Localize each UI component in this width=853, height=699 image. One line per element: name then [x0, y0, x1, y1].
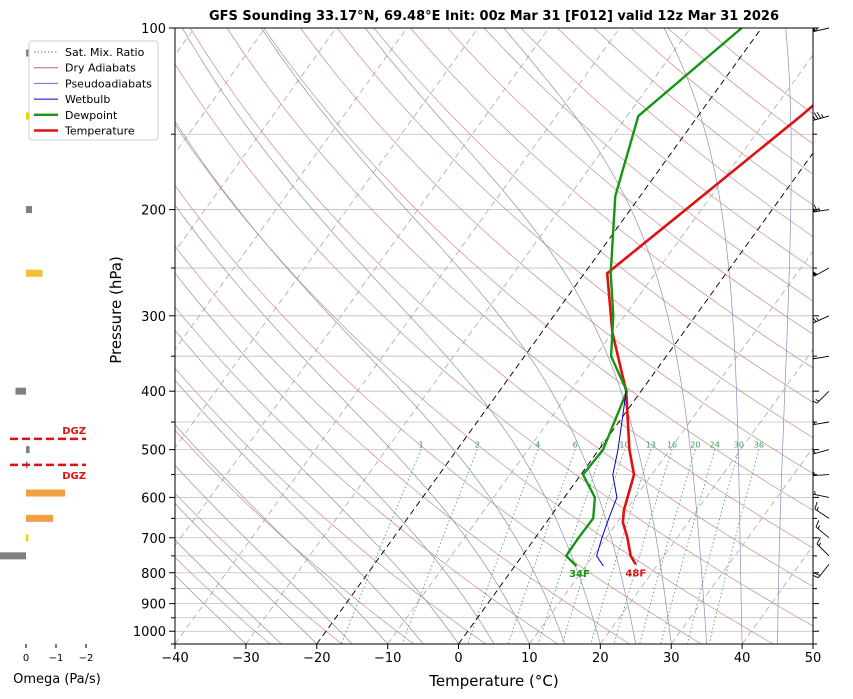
- omega-bar: [26, 270, 43, 277]
- y-tick-label: 200: [141, 204, 166, 219]
- omega-tick-label: −2: [79, 653, 94, 664]
- x-tick-label: 20: [592, 651, 609, 666]
- legend-label: Sat. Mix. Ratio: [65, 46, 145, 59]
- omega-bar: [26, 534, 28, 541]
- y-tick-label: 500: [141, 444, 166, 459]
- y-tick-label: 300: [141, 310, 166, 325]
- legend: Sat. Mix. Ratio Dry Adiabats Pseudoadiabat…: [29, 41, 158, 140]
- y-tick-label: 400: [141, 385, 166, 400]
- omega-bar: [26, 489, 65, 496]
- mixing-ratio-label: 4: [535, 441, 540, 450]
- omega-tick-label: −1: [49, 653, 64, 664]
- omega-bar: [16, 388, 27, 395]
- mixing-ratio-label: 24: [710, 441, 720, 450]
- legend-label: Dry Adiabats: [65, 62, 136, 75]
- surface-dewpoint-label: 34F: [569, 569, 590, 580]
- y-axis-label: Pressure (hPa): [107, 256, 125, 364]
- y-tick-label: 800: [141, 567, 166, 582]
- x-tick-label: 30: [663, 651, 680, 666]
- omega-tick-label: 0: [23, 653, 29, 664]
- omega-bar: [0, 552, 26, 559]
- y-tick-label: 1000: [133, 625, 166, 640]
- x-tick-label: −30: [232, 651, 259, 666]
- legend-label: Pseudoadiabats: [65, 77, 152, 90]
- dgz-label-bottom: DGZ: [62, 471, 86, 482]
- omega-bar: [26, 49, 28, 56]
- x-tick-label: −40: [161, 651, 188, 666]
- mixing-ratio-label: 36: [754, 441, 764, 450]
- mixing-ratio-label: 16: [667, 441, 677, 450]
- chart-title: GFS Sounding 33.17°N, 69.48°E Init: 00z …: [209, 9, 779, 24]
- x-tick-label: −20: [303, 651, 330, 666]
- mixing-ratio-label: 6: [573, 441, 578, 450]
- x-tick-label: 10: [521, 651, 538, 666]
- legend-label: Temperature: [64, 125, 135, 138]
- mixing-ratio-label: 2: [475, 441, 480, 450]
- legend-label: Dewpoint: [65, 109, 118, 122]
- mixing-ratio-label: 20: [690, 441, 700, 450]
- mixing-ratio-label: 1: [418, 441, 423, 450]
- dgz-label-top: DGZ: [62, 426, 86, 437]
- legend-label: Wetbulb: [65, 93, 110, 106]
- omega-bar: [26, 206, 32, 213]
- omega-bar: [26, 446, 30, 453]
- x-axis-label: Temperature (°C): [428, 672, 558, 690]
- mixing-ratio-label: 13: [646, 441, 656, 450]
- x-tick-label: 50: [805, 651, 822, 666]
- x-tick-label: −10: [374, 651, 401, 666]
- omega-bar: [26, 515, 53, 522]
- x-tick-label: 0: [454, 651, 462, 666]
- surface-temperature-label: 48F: [625, 568, 646, 579]
- x-tick-label: 40: [734, 651, 751, 666]
- omega-axis-label: Omega (Pa/s): [13, 672, 101, 687]
- y-tick-label: 700: [141, 532, 166, 547]
- omega-bar: [26, 113, 29, 120]
- mixing-ratio-label: 30: [734, 441, 744, 450]
- y-tick-label: 100: [141, 22, 166, 37]
- y-tick-label: 600: [141, 491, 166, 506]
- y-tick-label: 900: [141, 598, 166, 613]
